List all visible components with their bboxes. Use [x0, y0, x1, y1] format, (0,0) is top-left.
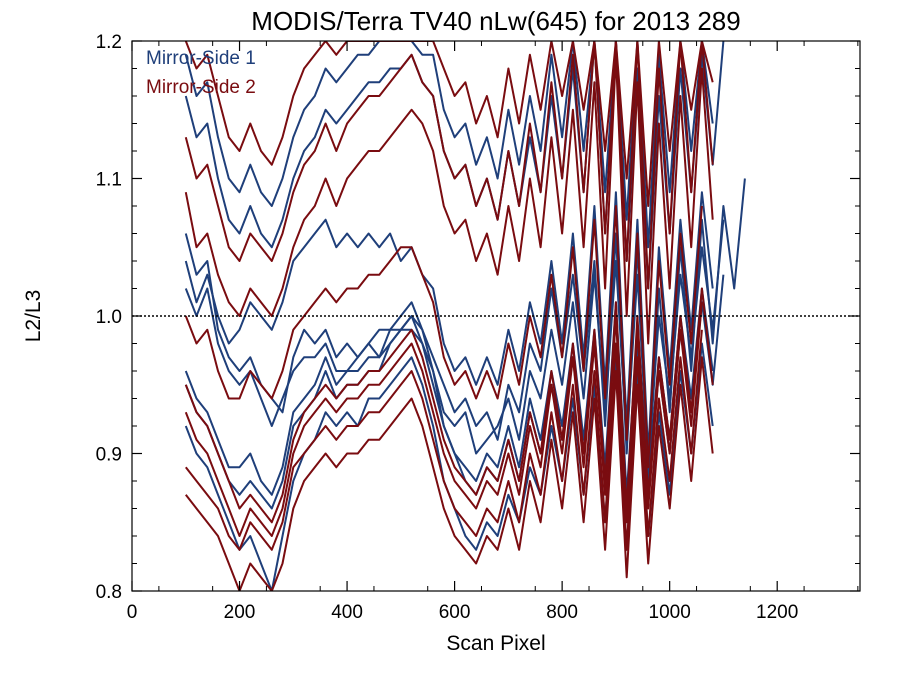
series-2-line-4 [185, 329, 703, 551]
x-axis-label: Scan Pixel [446, 632, 545, 655]
x-tick-label: 200 [224, 602, 256, 623]
x-tick-label: 400 [331, 602, 363, 623]
legend-entry-mirror-side-1: Mirror-Side 1 [146, 48, 256, 69]
legend-entry-mirror-side-2: Mirror-Side 2 [146, 77, 256, 98]
series-2-line-5 [184, 41, 714, 290]
x-axis: 0 200 400 600 800 1000 1200 [127, 41, 859, 623]
x-tick-label: 600 [439, 602, 471, 623]
y-tick-label: 0.8 [96, 582, 122, 603]
series-2-line-1 [184, 53, 714, 345]
y-tick-label: 1.1 [96, 170, 122, 191]
y-tick-label: 1.2 [96, 32, 122, 53]
y-tick-label: 0.9 [96, 445, 122, 466]
chart-title: MODIS/Terra TV40 nLw(645) for 2013 289 [251, 6, 740, 36]
series-1-line-7 [184, 41, 714, 249]
series-layer [184, 41, 746, 591]
series-1-line-2 [184, 219, 725, 469]
series-2-line-2 [185, 356, 714, 591]
x-tick-label: 0 [127, 602, 138, 623]
x-tick-label: 1200 [756, 602, 798, 623]
y-axis-label: L2/L3 [22, 290, 45, 343]
y-tick-label: 1.0 [96, 307, 122, 328]
y-axis: 0.8 0.9 1.0 1.1 1.2 [96, 32, 860, 603]
x-tick-label: 800 [546, 602, 578, 623]
series-2-line-6 [184, 41, 714, 207]
series-2-line-8 [184, 302, 703, 537]
legend: Mirror-Side 1 Mirror-Side 2 [146, 48, 256, 98]
series-2-line-7 [184, 205, 703, 469]
x-tick-label: 1000 [649, 602, 691, 623]
